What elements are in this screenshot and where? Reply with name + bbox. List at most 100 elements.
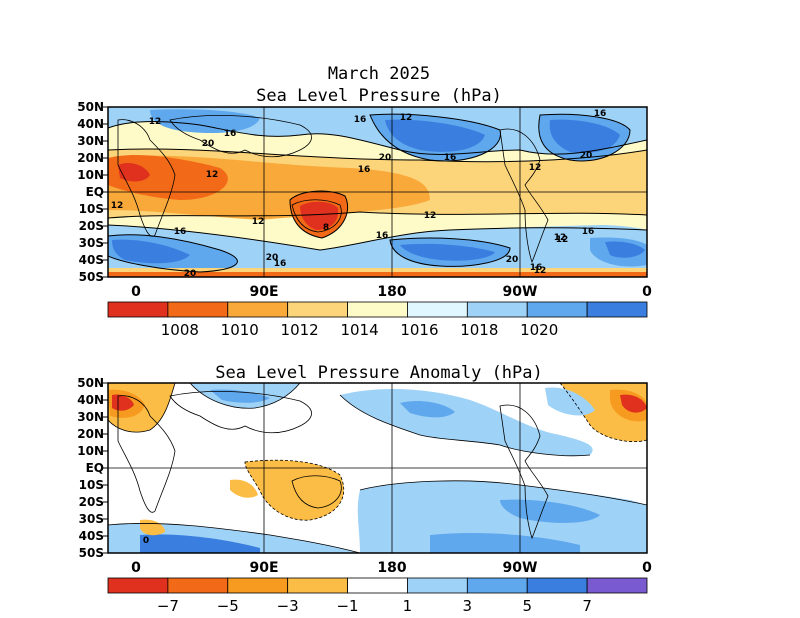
bottom-lat-label: 10S <box>79 478 104 492</box>
bottom-lon-label: 0 <box>642 560 652 576</box>
top-title-month: March 2025 <box>327 64 431 84</box>
anomaly-colorbar-label: −1 <box>336 597 358 615</box>
anomaly-colorbar-swatch <box>586 577 648 594</box>
top-lat-label: 50S <box>79 270 104 284</box>
slp-colorbar-swatch <box>227 301 289 318</box>
slp-colorbar-label: 1010 <box>221 321 259 339</box>
bottom-lat-axis: 50N 40N 30N 20N 10N EQ 10S 20S 30S 40S 50S <box>77 376 108 560</box>
anomaly-colorbar-labels: −7 −5 −3 −1 1 3 5 7 <box>157 597 592 615</box>
top-lat-axis: 50N 40N 30N 20N 10N EQ 10S 20S 30S 40S 50S <box>77 100 108 284</box>
anomaly-colorbar-swatch <box>107 577 169 594</box>
bottom-lon-label: 180 <box>377 560 406 576</box>
top-lat-label: 50N <box>77 100 104 114</box>
top-lat-label: EQ <box>86 185 104 199</box>
slp-contour-label: 16 <box>274 259 287 269</box>
slp-colorbar-swatch <box>107 301 169 318</box>
top-lat-label: 10N <box>77 168 104 182</box>
slp-contour-label: 20 <box>580 151 593 161</box>
top-lon-label: 180 <box>377 284 406 300</box>
slp-contour-label: 12 <box>424 211 437 221</box>
slp-contour-label: 12 <box>111 201 124 211</box>
anomaly-colorbar-swatch <box>347 577 408 594</box>
top-lon-label: 90W <box>503 284 538 300</box>
slp-colorbar-swatch <box>586 301 648 318</box>
anomaly-colorbar-swatch <box>466 577 528 594</box>
anomaly-colorbar-label: 5 <box>522 597 532 615</box>
slp-colorbar-swatch <box>347 301 408 318</box>
slp-contour-label: 16 <box>358 165 371 175</box>
top-title-variable: Sea Level Pressure (hPa) <box>256 86 502 106</box>
top-lat-label: 20S <box>79 219 104 233</box>
top-lat-label: 40N <box>77 117 104 131</box>
anomaly-colorbar-swatch <box>167 577 229 594</box>
bottom-lat-label: 40N <box>77 393 104 407</box>
bottom-title: Sea Level Pressure Anomaly (hPa) <box>215 363 543 383</box>
bottom-lat-label: 30N <box>77 410 104 424</box>
anomaly-contour-label: 0 <box>143 536 149 546</box>
bottom-lat-label: EQ <box>86 461 104 475</box>
slp-contour-label: 16 <box>444 153 457 163</box>
top-lat-label: 10S <box>79 202 104 216</box>
anomaly-colorbar-swatch <box>227 577 289 594</box>
top-lon-label: 0 <box>131 284 141 300</box>
anomaly-colorbar-swatch <box>407 577 468 594</box>
slp-contour-label: 16 <box>530 263 543 273</box>
bottom-lon-axis: 0 90E 180 90W 0 <box>131 560 652 576</box>
slp-contour-label: 16 <box>224 129 237 139</box>
anomaly-colorbar-label: −3 <box>277 597 299 615</box>
bottom-lat-label: 50N <box>77 376 104 390</box>
slp-colorbar-swatch <box>287 301 348 318</box>
slp-contour-label: 20 <box>506 255 519 265</box>
slp-colorbar-swatch <box>167 301 229 318</box>
slp-contour-label: 20 <box>202 139 215 149</box>
top-lat-label: 20N <box>77 151 104 165</box>
slp-contour-label: 16 <box>376 231 389 241</box>
bottom-lat-label: 50S <box>79 546 104 560</box>
anomaly-colorbar-label: −7 <box>157 597 179 615</box>
slp-colorbar-label: 1008 <box>161 321 199 339</box>
slp-contour-label: 16 <box>582 227 595 237</box>
bottom-lat-label: 20S <box>79 495 104 509</box>
slp-contour-label: 12 <box>534 266 547 276</box>
slp-colorbar <box>107 301 648 318</box>
slp-colorbar-swatch <box>407 301 468 318</box>
slp-colorbar-label: 1020 <box>520 321 558 339</box>
top-lat-label: 40S <box>79 253 104 267</box>
anomaly-colorbar-label: −5 <box>217 597 239 615</box>
bottom-lat-label: 40S <box>79 529 104 543</box>
slp-colorbar-label: 1016 <box>400 321 438 339</box>
slp-colorbar-label: 1014 <box>340 321 378 339</box>
slp-colorbar-label: 1012 <box>281 321 319 339</box>
bottom-lat-label: 30S <box>79 512 104 526</box>
slp-contour-label: 12 <box>529 163 542 173</box>
anomaly-contour-labels: 0 <box>143 536 149 546</box>
slp-colorbar-label: 1018 <box>460 321 498 339</box>
top-lon-label: 90E <box>249 284 278 300</box>
bottom-lon-label: 0 <box>131 560 141 576</box>
anomaly-colorbar-label: 7 <box>582 597 592 615</box>
slp-contour-label: 12 <box>252 217 265 227</box>
slp-contour-label: 20 <box>379 153 392 163</box>
slp-contour-label: 12 <box>206 170 219 180</box>
slp-contour-label: 20 <box>184 269 197 279</box>
top-lat-label: 30S <box>79 236 104 250</box>
slp-colorbar-labels: 1008 1010 1012 1014 1016 1018 1020 <box>161 321 559 339</box>
slp-contour-label: 12 <box>149 117 162 127</box>
anomaly-gridlines <box>108 383 647 553</box>
slp-contour-label: 12 <box>556 235 569 245</box>
slp-gridlines <box>108 107 647 277</box>
anomaly-colorbar-label: 1 <box>403 597 413 615</box>
anomaly-colorbar <box>107 577 648 594</box>
bottom-lon-label: 90W <box>503 560 538 576</box>
slp-colorbar-swatch <box>526 301 588 318</box>
slp-contour-label: 12 <box>400 113 413 123</box>
slp-contour-label: 16 <box>174 227 187 237</box>
slp-contour-label: 16 <box>594 109 607 119</box>
slp-contour-label: 20 <box>266 253 279 263</box>
slp-contour-label: 16 <box>354 115 367 125</box>
anomaly-colorbar-swatch <box>526 577 588 594</box>
bottom-lon-label: 90E <box>249 560 278 576</box>
top-lon-label: 0 <box>642 284 652 300</box>
anomaly-colorbar-label: 3 <box>463 597 473 615</box>
